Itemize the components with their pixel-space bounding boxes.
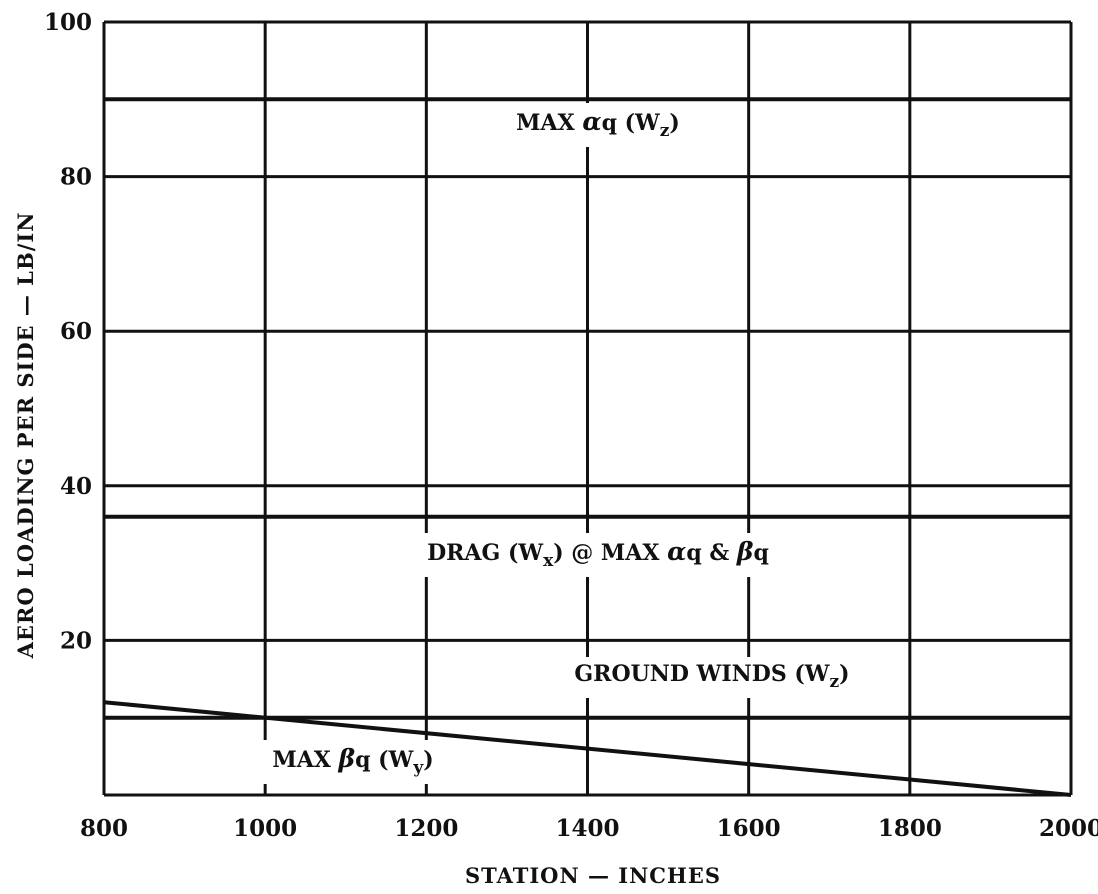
x-tick-label: 1600 <box>717 815 781 842</box>
x-tick-label: 2000 <box>1039 815 1098 842</box>
series-lines <box>103 97 1072 797</box>
grid-lines <box>102 20 1073 797</box>
x-tick-label: 800 <box>80 815 128 842</box>
svg-text:DRAG (Wx) @ MAX αq & βq: DRAG (Wx) @ MAX αq & βq <box>427 537 769 571</box>
svg-text:GROUND WINDS (Wz): GROUND WINDS (Wz) <box>574 661 849 692</box>
x-tick-label: 1200 <box>394 815 458 842</box>
y-tick-label: 80 <box>60 164 92 191</box>
svg-text:MAX βq (Wy): MAX βq (Wy) <box>272 744 433 778</box>
series-label-4: MAX βq (Wy) <box>262 740 444 784</box>
svg-text:MAX αq (Wz): MAX αq (Wz) <box>516 107 680 141</box>
y-tick-label: 20 <box>60 627 92 654</box>
series-label-2: DRAG (Wx) @ MAX αq & βq <box>417 533 779 577</box>
series-annotations: MAX αq (Wz) DRAG (Wx) @ MAX αq & βq GROUND… <box>262 103 860 784</box>
tick-labels: 800 1000 1200 1400 1600 1800 2000 20 40 60 80 100 <box>44 9 1098 842</box>
x-tick-label: 1000 <box>233 815 297 842</box>
y-tick-label: 60 <box>60 318 92 345</box>
series-label-1: MAX αq (Wz) <box>506 103 690 147</box>
y-axis-title: AERO LOADING PER SIDE — LB/IN <box>13 212 38 660</box>
series-label-3: GROUND WINDS (Wz) <box>564 657 860 698</box>
y-tick-label: 40 <box>60 473 92 500</box>
x-tick-label: 1800 <box>878 815 942 842</box>
x-tick-label: 1400 <box>555 815 619 842</box>
series-line-4 <box>103 700 1072 797</box>
y-tick-label: 100 <box>44 9 92 36</box>
x-axis-title: STATION — INCHES <box>465 863 721 888</box>
